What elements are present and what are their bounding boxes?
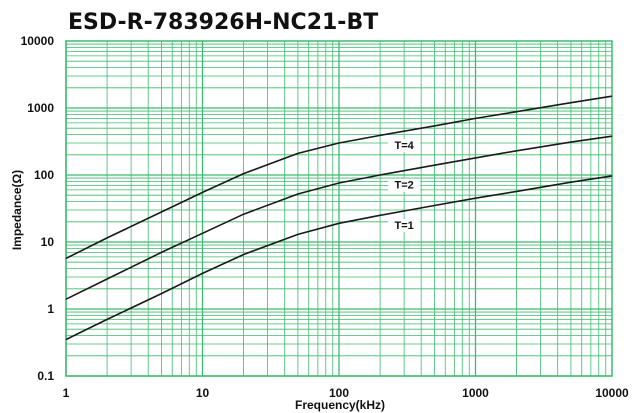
series-label: T=1 <box>394 220 413 232</box>
plot-area: T=4 T=2 T=1 <box>65 40 613 377</box>
series-line-t1 <box>65 175 613 341</box>
series-label-background <box>388 219 421 233</box>
y-tick-label: 1 <box>47 302 54 316</box>
y-tick-label: 100 <box>34 168 54 182</box>
y-axis-ticks: 0.1 1 10 100 1000 10000 <box>21 34 55 383</box>
series-label-background <box>388 178 421 192</box>
x-tick-label: 1000 <box>462 386 489 400</box>
grid <box>65 41 612 377</box>
chart-title: ESD-R-783926H-NC21-BT <box>68 10 378 35</box>
y-tick-label: 0.1 <box>37 369 54 383</box>
x-tick-label: 10000 <box>595 386 629 400</box>
y-axis-label: Impedance(Ω) <box>10 170 24 250</box>
x-tick-label: 1 <box>63 386 70 400</box>
curves <box>65 95 613 341</box>
y-tick-label: 10 <box>41 235 55 249</box>
series-label: T=2 <box>394 180 413 192</box>
series-label-background <box>388 139 421 153</box>
series-label: T=4 <box>394 140 414 152</box>
x-tick-label: 100 <box>329 386 349 400</box>
x-axis-ticks: 1 10 100 1000 10000 <box>63 386 629 400</box>
x-axis-label: Frequency(kHz) <box>295 398 385 412</box>
series-line-t4 <box>65 95 613 260</box>
series-line-t2 <box>65 135 613 300</box>
plot-frame <box>65 40 613 377</box>
y-tick-label: 10000 <box>21 34 55 48</box>
curve-labels: T=4 T=2 T=1 <box>388 139 421 233</box>
y-tick-label: 1000 <box>27 101 54 115</box>
x-tick-label: 10 <box>196 386 210 400</box>
